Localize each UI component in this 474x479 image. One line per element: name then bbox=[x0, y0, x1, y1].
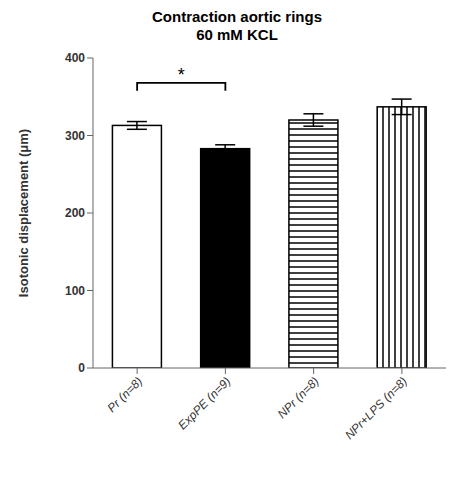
html-text:Contraction aortic rings: Contraction aortic rings bbox=[152, 8, 322, 25]
html-text:60 mM KCL: 60 mM KCL bbox=[196, 26, 278, 43]
svg-text:Pr (n=8): Pr (n=8) bbox=[104, 374, 145, 415]
svg-text:NPr+LPS (n=8): NPr+LPS (n=8) bbox=[342, 374, 410, 442]
svg-text:200: 200 bbox=[65, 206, 85, 220]
svg-text:0: 0 bbox=[78, 361, 85, 375]
svg-text:NPr (n=8): NPr (n=8) bbox=[275, 374, 322, 421]
svg-text:ExpPE (n=9): ExpPE (n=9) bbox=[175, 374, 233, 432]
svg-text:*: * bbox=[178, 65, 185, 85]
svg-text:300: 300 bbox=[65, 129, 85, 143]
svg-text:100: 100 bbox=[65, 284, 85, 298]
svg-text:400: 400 bbox=[65, 51, 85, 65]
svg-text:Isotonic displacement (μm): Isotonic displacement (μm) bbox=[16, 129, 31, 297]
